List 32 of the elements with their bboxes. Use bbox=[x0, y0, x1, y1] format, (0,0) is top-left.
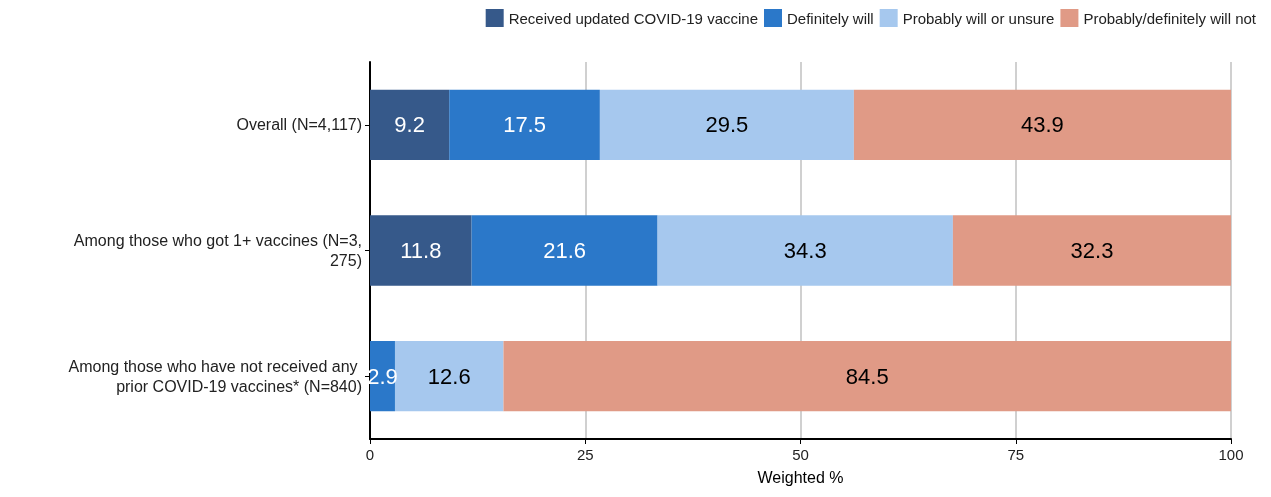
data-label: 17.5 bbox=[503, 112, 546, 138]
x-tick-label: 25 bbox=[576, 446, 594, 463]
bar bbox=[952, 215, 1231, 286]
data-label: 84.5 bbox=[845, 363, 889, 389]
legend-label: Received updated COVID-19 vaccine bbox=[508, 9, 758, 27]
bar bbox=[657, 215, 953, 286]
legend-label: Probably/definitely will not bbox=[1083, 9, 1257, 27]
y-tick-label: Among those who got 1+ vaccines (N=3,275) bbox=[73, 232, 362, 269]
bar bbox=[853, 89, 1231, 161]
data-label: 21.6 bbox=[543, 238, 586, 263]
x-tick-label: 50 bbox=[792, 446, 809, 463]
y-tick-label: Overall (N=4,117) bbox=[236, 116, 362, 134]
y-tick-label: Among those who have not received any prior COVID-19 vaccines* (N=840) bbox=[68, 357, 362, 395]
bar bbox=[370, 89, 450, 161]
x-axis-title: Weighted % bbox=[757, 468, 844, 486]
data-label: 34.3 bbox=[783, 238, 827, 263]
data-label: 12.6 bbox=[427, 363, 471, 389]
bar bbox=[370, 215, 472, 286]
bar bbox=[449, 89, 600, 161]
x-tick-label: 100 bbox=[1218, 446, 1244, 463]
data-label: 11.8 bbox=[400, 238, 442, 263]
legend-label: Definitely will bbox=[786, 9, 874, 27]
data-label: 32.3 bbox=[1070, 238, 1114, 263]
legend-label: Probably will or unsure bbox=[902, 9, 1055, 27]
bar bbox=[503, 340, 1231, 412]
data-label: 9.2 bbox=[394, 112, 425, 138]
data-label: 43.9 bbox=[1021, 112, 1064, 138]
bar bbox=[599, 89, 854, 161]
x-tick-label: 75 bbox=[1007, 446, 1025, 463]
x-tick-label: 0 bbox=[365, 446, 375, 463]
data-label: 29.5 bbox=[705, 112, 749, 138]
bar bbox=[471, 215, 658, 286]
